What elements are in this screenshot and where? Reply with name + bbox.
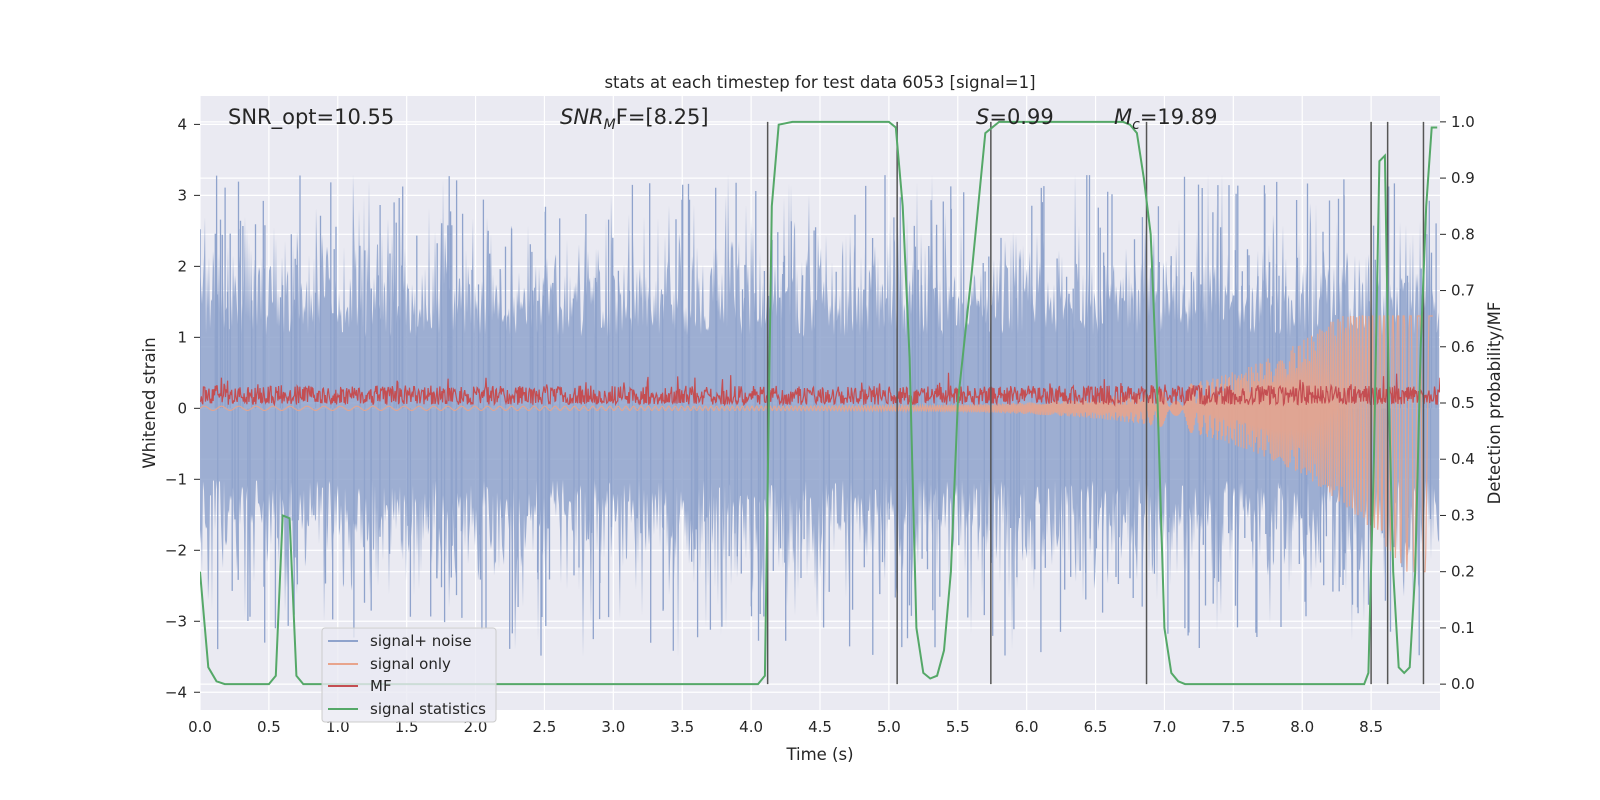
x-tick-label: 4.5 (808, 718, 832, 736)
annotation-snr-opt: SNR_opt=10.55 (228, 105, 394, 130)
y2-tick-label: 0.7 (1451, 282, 1475, 300)
series-signal-statistics (200, 120, 1438, 686)
signal-statistics-line (200, 120, 1438, 686)
x-tick-label: 3.5 (670, 718, 694, 736)
annotation-mc: Mc=19.89 (1114, 105, 1218, 133)
s-italic: S (976, 105, 989, 129)
y2-tick-label: 0.5 (1451, 394, 1475, 412)
y2-tick-label: 0.0 (1451, 675, 1475, 693)
x-tick-label: 4.0 (739, 718, 763, 736)
y-tick-label: 4 (177, 115, 187, 133)
y-tick-label: −4 (165, 683, 187, 701)
x-tick-label: 8.0 (1290, 718, 1314, 736)
y-tick-label: 1 (177, 328, 187, 346)
x-tick-label: 6.0 (1015, 718, 1039, 736)
y-tick-label: −1 (165, 470, 187, 488)
series-mf (200, 372, 1440, 407)
mc-rest: =19.89 (1140, 105, 1218, 129)
y-tick-label: −3 (165, 612, 187, 630)
series-signal-only (200, 315, 1433, 573)
y2-tick-label: 0.8 (1451, 225, 1475, 243)
x-tick-label: 5.0 (877, 718, 901, 736)
legend-box (321, 627, 497, 723)
vertical-markers (766, 121, 1425, 685)
snr-mf-sub: M (604, 117, 616, 133)
y-tick-label: −2 (165, 541, 187, 559)
x-tick-label: 0.5 (257, 718, 281, 736)
annotation-s: S=0.99 (976, 105, 1054, 129)
y2-tick-label: 0.1 (1451, 619, 1475, 637)
snr-mf-rest: F=[8.25] (616, 105, 709, 129)
annotation-snr-mf: SNRMF=[8.25] (560, 105, 709, 133)
mf-line (200, 372, 1440, 407)
y2-tick-label: 0.3 (1451, 506, 1475, 524)
x-tick-label: 3.0 (601, 718, 625, 736)
legend-label-3: signal statistics (370, 700, 486, 718)
y-tick-label: 0 (177, 399, 187, 417)
legend-label-2: MF (370, 677, 392, 695)
x-tick-label: 7.5 (1221, 718, 1245, 736)
x-tick-label: 0.0 (188, 718, 212, 736)
mc-base: M (1114, 105, 1132, 129)
signal-only-line (200, 315, 1433, 573)
chart-title: stats at each timestep for test data 605… (604, 73, 1035, 92)
y-tick-label: 3 (177, 186, 187, 204)
legend-label-0: signal+ noise (370, 632, 472, 650)
legend: signal+ noise signal only MF signal stat… (321, 627, 497, 723)
y-axis-label: Whitened strain (140, 337, 159, 468)
snr-mf-base: SNR (560, 105, 604, 129)
y2-tick-label: 0.2 (1451, 563, 1475, 581)
y-tick-label: 2 (177, 257, 187, 275)
y2-tick-label: 0.6 (1451, 338, 1475, 356)
x-tick-label: 6.5 (1084, 718, 1108, 736)
y2-tick-label: 1.0 (1451, 113, 1475, 131)
mc-sub: c (1132, 117, 1140, 133)
legend-label-1: signal only (370, 655, 451, 673)
y2-tick-label: 0.9 (1451, 169, 1475, 187)
s-rest: =0.99 (989, 105, 1053, 129)
x-tick-label: 7.0 (1153, 718, 1177, 736)
series-signal-noise (200, 174, 1439, 657)
y2-axis-label: Detection probability/MF (1485, 302, 1504, 505)
y2-tick-label: 0.4 (1451, 450, 1475, 468)
x-tick-label: 2.5 (533, 718, 557, 736)
x-tick-label: 5.5 (946, 718, 970, 736)
x-tick-label: 8.5 (1359, 718, 1383, 736)
x-axis-label: Time (s) (785, 745, 853, 764)
